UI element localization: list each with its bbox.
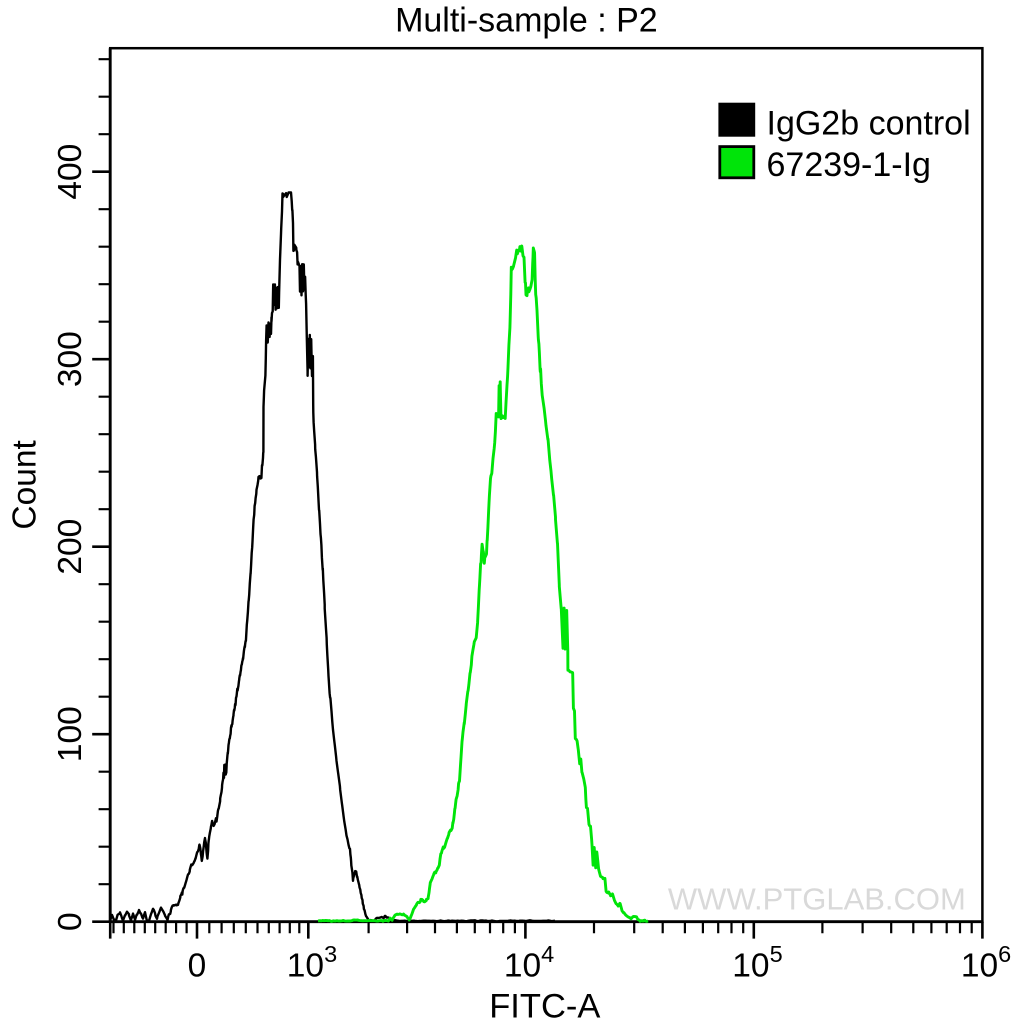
svg-text:IgG2b control: IgG2b control <box>767 104 971 142</box>
svg-text:WWW.PTGLAB.COM: WWW.PTGLAB.COM <box>668 882 966 917</box>
svg-text:FITC-A: FITC-A <box>489 988 600 1024</box>
svg-text:0: 0 <box>188 947 207 984</box>
svg-text:400: 400 <box>52 144 89 200</box>
svg-text:200: 200 <box>52 519 89 575</box>
svg-text:Multi-sample : P2: Multi-sample : P2 <box>395 2 658 40</box>
svg-text:67239-1-Ig: 67239-1-Ig <box>767 146 931 184</box>
svg-text:Count: Count <box>7 440 44 530</box>
svg-text:100: 100 <box>52 706 89 762</box>
svg-text:300: 300 <box>52 331 89 387</box>
svg-text:103: 103 <box>287 941 337 985</box>
svg-text:0: 0 <box>52 912 89 931</box>
